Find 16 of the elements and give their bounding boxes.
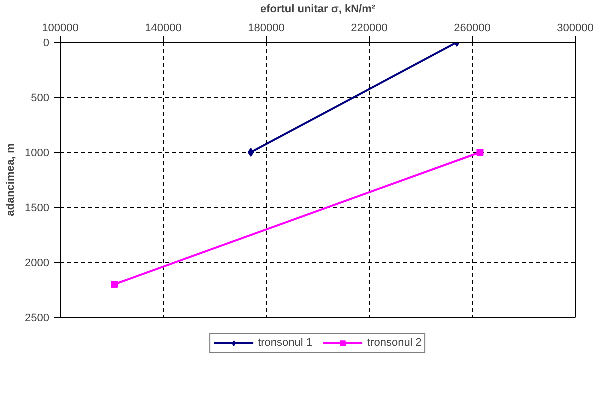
- x-tick-label: 100000: [42, 22, 79, 34]
- y-tick-label: 1500: [25, 202, 50, 214]
- x-tick-label: 220000: [351, 22, 388, 34]
- x-tick-label: 140000: [145, 22, 182, 34]
- x-tick-label: 260000: [454, 22, 491, 34]
- y-axis-title: adancimea, m: [5, 143, 18, 216]
- y-tick-label: 2000: [25, 258, 50, 270]
- y-tick-label: 500: [31, 92, 50, 104]
- legend-label: tronsonul 1: [258, 337, 312, 349]
- y-tick-label: 0: [43, 38, 50, 50]
- x-axis-title: efortul unitar σ, kN/m²: [260, 4, 376, 16]
- x-tick-label: 300000: [557, 22, 594, 34]
- legend-label: tronsonul 2: [368, 337, 422, 349]
- x-tick-label: 180000: [248, 22, 285, 34]
- y-tick-label: 2500: [25, 312, 50, 324]
- y-tick-label: 1000: [25, 148, 50, 160]
